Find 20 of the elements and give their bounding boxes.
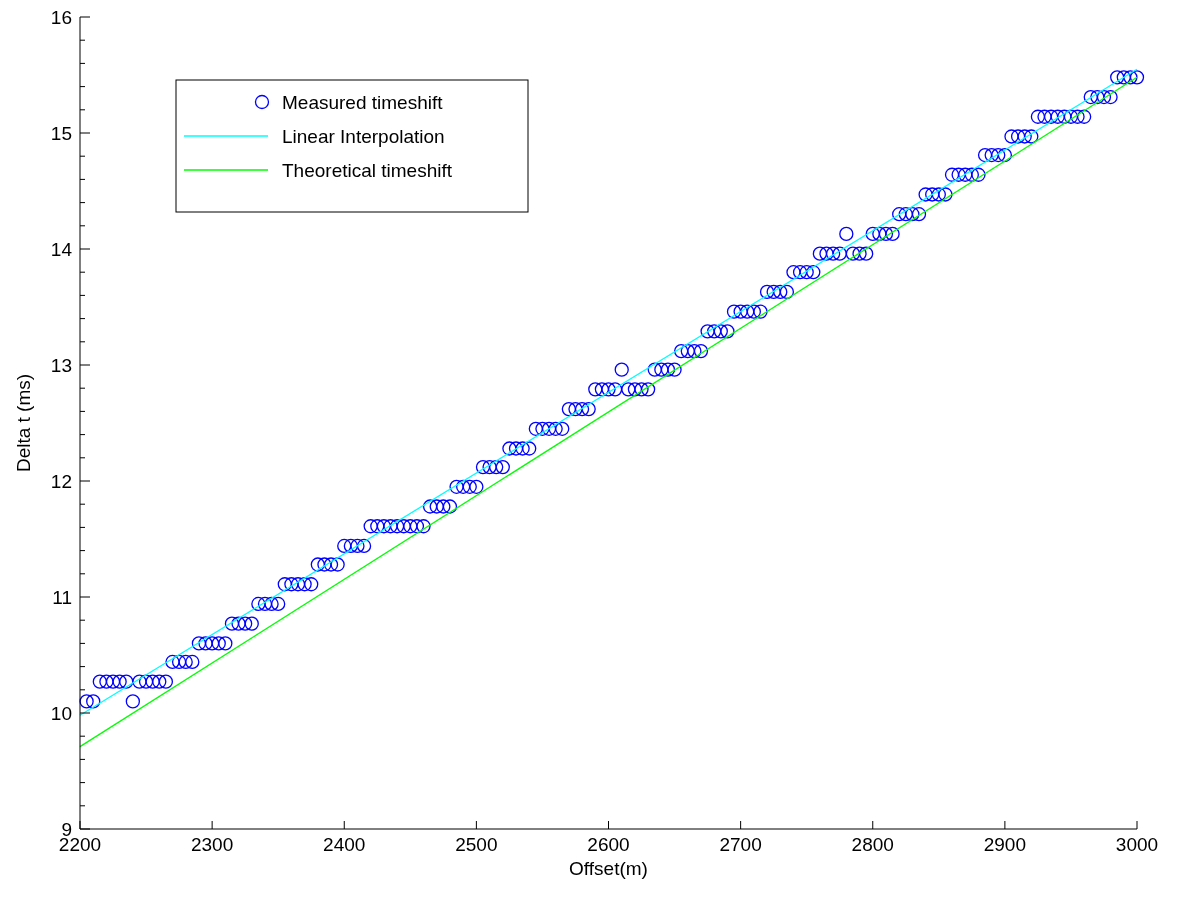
x-tick-label: 2600 <box>587 834 630 855</box>
x-axis-title: Offset(m) <box>569 858 648 879</box>
y-tick-label: 13 <box>50 354 72 376</box>
x-tick-label: 2500 <box>455 834 498 855</box>
x-tick-label: 2700 <box>719 834 762 855</box>
y-tick-label: 15 <box>50 122 72 144</box>
y-tick-label: 11 <box>52 586 72 608</box>
x-tick-label: 2300 <box>190 834 234 855</box>
x-tick-label: 3000 <box>1115 834 1159 855</box>
legend-label: Linear Interpolation <box>282 125 445 147</box>
y-tick-label: 10 <box>50 702 72 724</box>
y-tick-label: 12 <box>50 470 72 492</box>
x-tick-label: 2800 <box>851 834 894 855</box>
x-tick-label: 2900 <box>983 834 1027 855</box>
y-tick-label: 16 <box>50 6 72 28</box>
x-tick-label: 2400 <box>323 834 366 855</box>
y-tick-label: 14 <box>50 238 73 260</box>
y-axis-title: Delta t (ms) <box>13 373 34 473</box>
legend-label: Measured timeshift <box>282 91 444 113</box>
legend-label: Theoretical timeshift <box>282 159 453 181</box>
